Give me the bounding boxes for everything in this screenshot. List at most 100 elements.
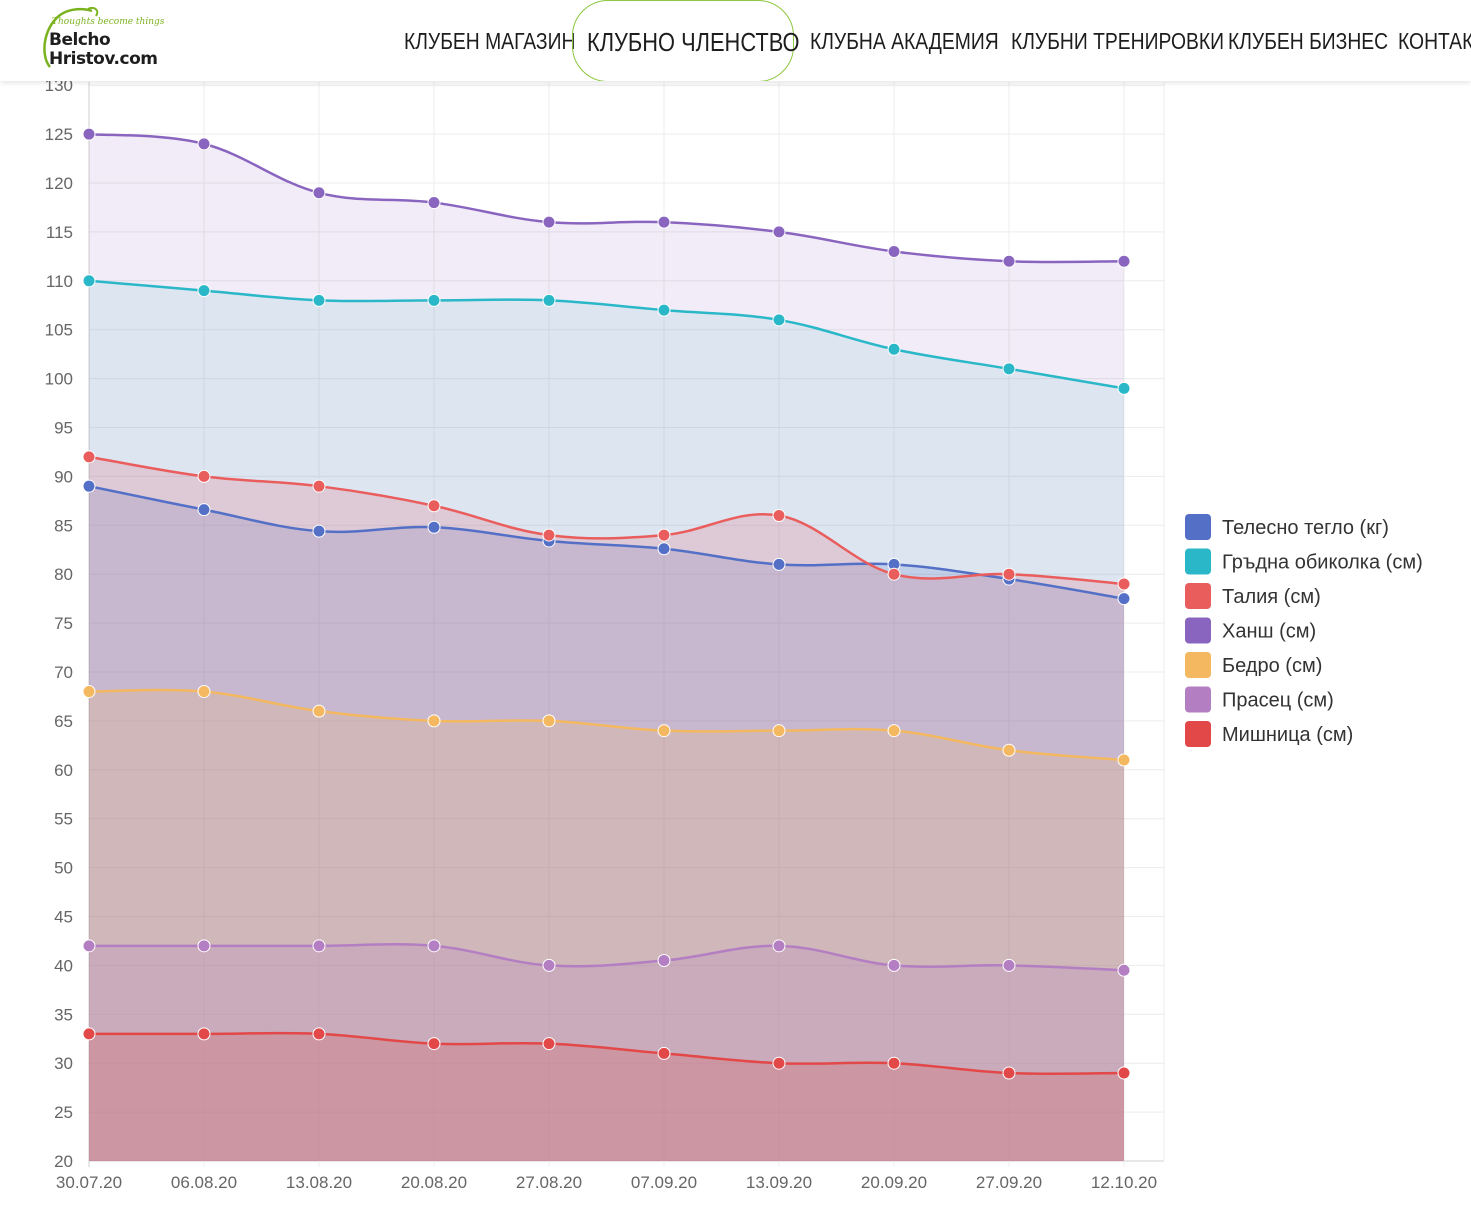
data-point-s2-5 — [657, 528, 671, 542]
axis-labels: 1301251201151101051009590858075706560555… — [45, 76, 1157, 1192]
y-tick-label: 85 — [54, 516, 73, 535]
y-tick-label: 80 — [54, 565, 73, 584]
data-point-s2-9 — [1117, 577, 1131, 591]
x-tick-label: 20.08.20 — [401, 1173, 467, 1192]
data-point-s1-5 — [657, 303, 671, 317]
nav-item-academy[interactable]: КЛУБНА АКАДЕМИЯ — [810, 28, 999, 54]
legend-label-0: Телесно тегло (кг) — [1222, 517, 1389, 539]
data-point-s5-6 — [772, 939, 786, 953]
data-point-s4-9 — [1117, 753, 1131, 767]
data-point-s6-3 — [427, 1037, 441, 1051]
data-point-s5-0 — [82, 939, 96, 953]
x-tick-label: 20.09.20 — [861, 1173, 927, 1192]
x-tick-label: 27.08.20 — [516, 1173, 582, 1192]
data-point-s6-0 — [82, 1027, 96, 1041]
nav-item-membership[interactable]: КЛУБНО ЧЛЕНСТВО — [587, 27, 800, 57]
data-point-s6-4 — [542, 1037, 556, 1051]
data-point-s2-6 — [772, 509, 786, 523]
series-line-2 — [88, 455, 1125, 586]
series-line-0 — [88, 484, 1125, 600]
data-point-s5-5 — [657, 954, 671, 968]
series-line-4 — [88, 688, 1125, 762]
series-area-6 — [89, 1033, 1124, 1161]
y-tick-label: 120 — [45, 174, 73, 193]
y-tick-label: 105 — [45, 321, 73, 340]
series-line-1 — [88, 279, 1125, 390]
legend-item-4[interactable]: Бедро (см) — [1185, 652, 1322, 678]
main-nav: КЛУБЕН МАГАЗИН КЛУБНО ЧЛЕНСТВО КЛУБНА АК… — [0, 0, 1471, 81]
x-tick-label: 13.08.20 — [286, 1173, 352, 1192]
legend-swatch-4 — [1185, 652, 1211, 678]
series-area-1 — [89, 280, 1124, 1161]
grid-lines — [88, 82, 1165, 1167]
legend-item-6[interactable]: Мишница (см) — [1185, 721, 1353, 747]
data-point-s6-6 — [772, 1056, 786, 1070]
data-point-s3-2 — [312, 186, 326, 200]
y-tick-label: 100 — [45, 370, 73, 389]
series-area-4 — [89, 689, 1124, 1161]
legend-item-3[interactable]: Ханш (см) — [1185, 617, 1316, 644]
data-point-s1-8 — [1002, 362, 1016, 376]
data-point-s1-2 — [312, 293, 326, 307]
y-tick-label: 75 — [54, 614, 73, 633]
site-logo[interactable]: Thoughts become things Belcho Hristov.co… — [40, 7, 164, 73]
legend[interactable]: Телесно тегло (кг) Гръдна обиколка (см) Та… — [1185, 514, 1423, 747]
legend-label-3: Ханш (см) — [1222, 621, 1316, 643]
data-point-s3-8 — [1002, 254, 1016, 268]
data-point-s0-9 — [1117, 592, 1131, 606]
data-point-s3-6 — [772, 225, 786, 239]
data-point-s1-3 — [427, 293, 441, 307]
data-point-s1-4 — [542, 293, 556, 307]
series-area-5 — [89, 944, 1124, 1161]
logo-text-line2: Hristov.com — [49, 49, 158, 69]
data-point-s5-2 — [312, 939, 326, 953]
data-point-s2-3 — [427, 499, 441, 513]
y-tick-label: 30 — [54, 1054, 73, 1073]
data-point-s0-2 — [312, 524, 326, 538]
data-point-s1-6 — [772, 313, 786, 327]
nav-item-membership-active[interactable]: КЛУБНО ЧЛЕНСТВО — [572, 0, 800, 81]
y-tick-label: 70 — [54, 663, 73, 682]
data-point-s1-7 — [887, 342, 901, 356]
legend-label-6: Мишница (см) — [1222, 724, 1353, 746]
data-point-s6-7 — [887, 1056, 901, 1070]
legend-label-1: Гръдна обиколка (см) — [1222, 552, 1423, 574]
data-point-s5-8 — [1002, 958, 1016, 972]
data-point-s5-3 — [427, 939, 441, 953]
y-tick-label: 45 — [54, 908, 73, 927]
data-point-s4-1 — [197, 685, 211, 699]
nav-item-contact[interactable]: КОНТАКТ — [1398, 28, 1471, 54]
data-point-s0-6 — [772, 557, 786, 571]
data-point-s5-7 — [887, 958, 901, 972]
legend-swatch-1 — [1185, 548, 1211, 575]
data-point-s2-7 — [887, 567, 901, 581]
legend-label-5: Прасец (см) — [1222, 690, 1334, 712]
legend-item-1[interactable]: Гръдна обиколка (см) — [1185, 548, 1423, 575]
data-point-s2-4 — [542, 528, 556, 542]
nav-item-trainings[interactable]: КЛУБНИ ТРЕНИРОВКИ — [1011, 28, 1225, 54]
data-point-s6-8 — [1002, 1066, 1016, 1080]
legend-swatch-0 — [1185, 514, 1211, 540]
logo-swoosh-icon — [43, 7, 99, 68]
data-point-s2-0 — [82, 450, 96, 464]
legend-item-5[interactable]: Прасец (см) — [1185, 686, 1334, 713]
data-point-s3-9 — [1117, 254, 1131, 268]
series-lines — [88, 132, 1125, 1076]
logo-text-line1: Belcho — [49, 30, 111, 50]
y-tick-label: 110 — [46, 272, 73, 291]
data-point-s0-1 — [197, 503, 211, 517]
x-tick-label: 07.09.20 — [631, 1173, 697, 1192]
y-tick-label: 90 — [54, 467, 73, 486]
data-point-s3-3 — [427, 196, 441, 210]
legend-item-0[interactable]: Телесно тегло (кг) — [1185, 514, 1389, 540]
data-point-s3-4 — [542, 215, 556, 229]
nav-item-business[interactable]: КЛУБЕН БИЗНЕС — [1228, 28, 1389, 54]
x-tick-label: 06.08.20 — [171, 1173, 237, 1192]
legend-label-4: Бедро (см) — [1222, 655, 1322, 677]
series-points — [82, 127, 1131, 1080]
data-point-s0-0 — [82, 479, 96, 493]
legend-item-2[interactable]: Талия (см) — [1185, 583, 1321, 609]
nav-item-shop[interactable]: КЛУБЕН МАГАЗИН — [404, 28, 576, 54]
